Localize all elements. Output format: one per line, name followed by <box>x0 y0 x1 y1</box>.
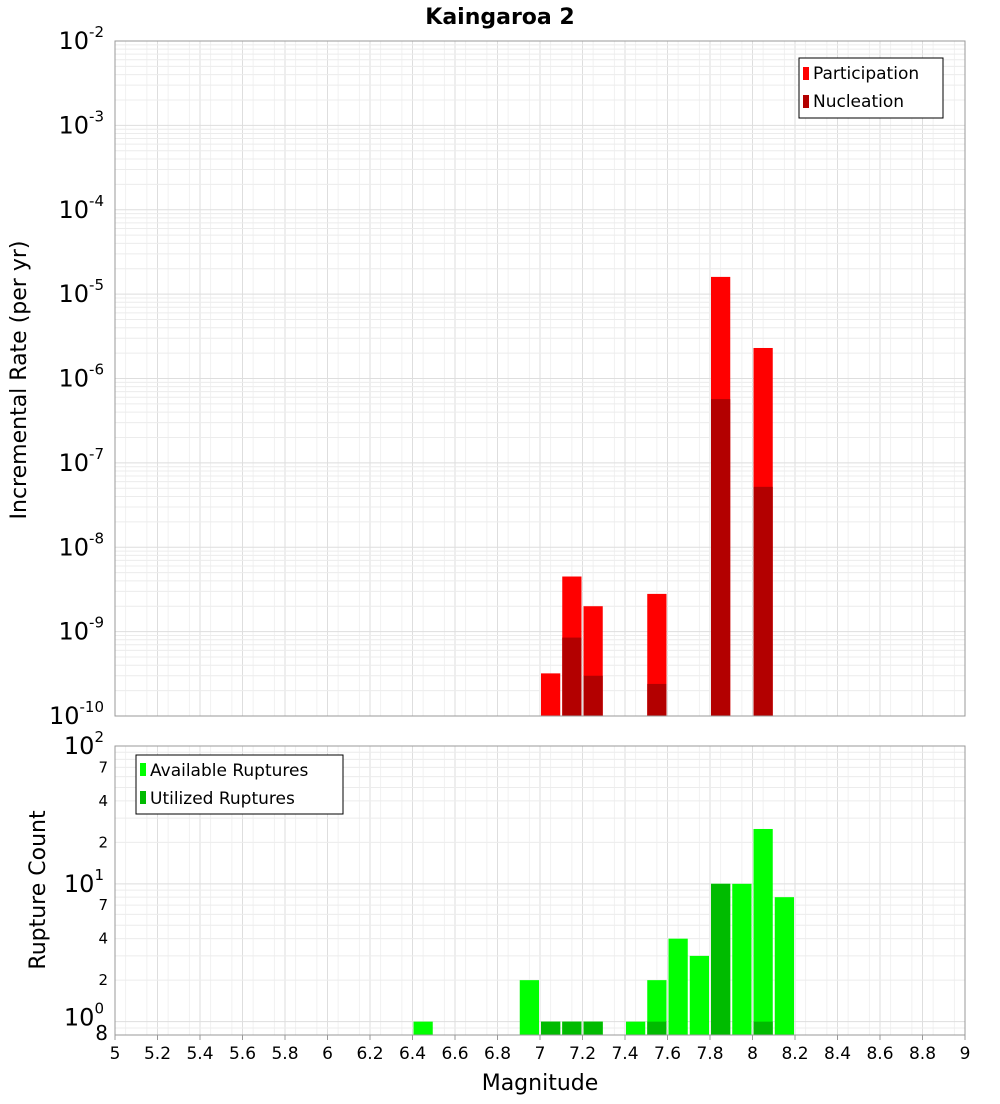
x-tick-label: 8.8 <box>909 1044 936 1064</box>
top-bar-nucleation <box>562 637 582 716</box>
x-tick-label: 5 <box>110 1044 121 1064</box>
top-y-tick-label: 10-10 <box>49 698 104 730</box>
x-tick-label: 6 <box>322 1044 333 1064</box>
x-axis-label: Magnitude <box>482 1071 599 1096</box>
top-plot: 10-10 10-9 10-8 10-7 10-6 10-5 10-4 10-3 10-2 In… <box>7 23 966 730</box>
top-y-axis-label: Incremental Rate (per yr) <box>7 241 32 520</box>
bottom-bar-available-ruptures <box>626 1021 646 1035</box>
x-tick-label: 8 <box>747 1044 758 1064</box>
bottom-bar-available-ruptures <box>732 883 752 1035</box>
x-tick-label: 7.8 <box>696 1044 723 1064</box>
x-tick-label: 6.8 <box>484 1044 511 1064</box>
bottom-legend-box <box>135 754 344 815</box>
bottom-y-minor-tick-label: 7 <box>98 896 108 914</box>
legend-swatch-participation <box>803 67 809 80</box>
bottom-bar-available-ruptures <box>689 955 709 1035</box>
top-y-tick-label: 10-6 <box>58 361 104 393</box>
bottom-bar-available-ruptures <box>413 1021 433 1035</box>
top-legend-box <box>798 57 944 119</box>
chart-title: Kaingaroa 2 <box>425 5 574 30</box>
legend-swatch-utilized-ruptures <box>140 791 146 804</box>
bottom-plot: 100 101 102 8 2 4 7 2 4 7 5 5.2 5.4 5.6 5.8 6 6.2 6.4 6.6… <box>26 728 970 1096</box>
x-tick-label: 5.4 <box>186 1044 213 1064</box>
bottom-y-ticks: 100 101 102 8 2 4 7 2 4 7 <box>64 728 108 1045</box>
x-tick-label: 8.6 <box>866 1044 893 1064</box>
bottom-bar-available-ruptures <box>774 897 794 1035</box>
x-tick-label: 9 <box>960 1044 971 1064</box>
x-tick-label: 7.2 <box>569 1044 596 1064</box>
bottom-bar-utilized-ruptures <box>753 1021 773 1035</box>
legend-swatch-nucleation <box>803 95 809 108</box>
bottom-bar-utilized-ruptures <box>647 1021 667 1035</box>
top-y-tick-label: 10-4 <box>58 192 104 224</box>
bottom-y-minor-tick-label: 2 <box>98 833 108 851</box>
bottom-y-tick-label: 100 <box>64 1000 104 1032</box>
top-plot-border <box>114 40 966 717</box>
bottom-y-tick-label: 102 <box>64 728 104 760</box>
bottom-y-minor-tick-label: 7 <box>98 758 108 776</box>
legend-label-participation: Participation <box>813 64 919 84</box>
bottom-bar-utilized-ruptures <box>562 1021 582 1035</box>
bottom-y-minor-tick-label: 4 <box>98 930 108 948</box>
top-grid <box>114 40 966 717</box>
bottom-bar-available-ruptures <box>519 980 539 1035</box>
top-y-tick-label: 10-8 <box>58 529 104 561</box>
top-bar-nucleation <box>753 486 773 716</box>
bottom-bar-utilized-ruptures <box>711 883 731 1035</box>
bottom-bar-available-ruptures <box>647 980 667 1035</box>
top-y-tick-label: 10-7 <box>58 445 104 477</box>
legend-label-nucleation: Nucleation <box>813 92 904 112</box>
bottom-legend: Available Ruptures Utilized Ruptures <box>135 754 344 815</box>
bottom-y-minor-tick-label: 4 <box>98 792 108 810</box>
x-tick-label: 8.2 <box>781 1044 808 1064</box>
top-y-tick-label: 10-3 <box>58 107 104 139</box>
x-tick-label: 6.2 <box>356 1044 383 1064</box>
top-y-ticks: 10-10 10-9 10-8 10-7 10-6 10-5 10-4 10-3 10-2 <box>49 23 104 730</box>
x-tick-label: 5.8 <box>271 1044 298 1064</box>
x-tick-label: 7.4 <box>611 1044 638 1064</box>
bottom-bar-available-ruptures <box>668 938 688 1035</box>
top-bar-participation <box>541 673 561 716</box>
top-bar-nucleation <box>647 683 667 716</box>
bottom-bar-available-ruptures <box>753 828 773 1035</box>
top-bars <box>541 276 773 716</box>
bottom-y-axis-label: Rupture Count <box>26 810 51 970</box>
bottom-y-tick-label: 101 <box>64 866 104 898</box>
bottom-y-minor-tick-label: 8 <box>95 1021 108 1045</box>
x-tick-label: 7.6 <box>654 1044 681 1064</box>
top-legend: Participation Nucleation <box>798 57 944 119</box>
legend-label-utilized-ruptures: Utilized Ruptures <box>150 789 295 809</box>
top-y-tick-label: 10-2 <box>58 23 104 55</box>
top-y-tick-label: 10-5 <box>58 276 104 308</box>
x-tick-label: 5.2 <box>144 1044 171 1064</box>
bottom-bar-utilized-ruptures <box>583 1021 603 1035</box>
legend-swatch-available-ruptures <box>140 763 146 776</box>
top-bar-nucleation <box>711 399 731 716</box>
x-tick-label: 6.6 <box>441 1044 468 1064</box>
top-bar-nucleation <box>583 675 603 716</box>
x-tick-label: 5.6 <box>229 1044 256 1064</box>
bottom-bars <box>413 828 794 1035</box>
x-tick-label: 8.4 <box>824 1044 851 1064</box>
x-tick-label: 6.4 <box>399 1044 426 1064</box>
bottom-y-minor-tick-label: 2 <box>98 971 108 989</box>
bottom-bar-utilized-ruptures <box>541 1021 561 1035</box>
legend-label-available-ruptures: Available Ruptures <box>150 761 308 781</box>
x-ticks: 5 5.2 5.4 5.6 5.8 6 6.2 6.4 6.6 6.8 7 7.2 7.4 7.6 7.8 8… <box>110 1035 971 1064</box>
top-y-tick-label: 10-9 <box>58 614 104 646</box>
x-tick-label: 7 <box>535 1044 546 1064</box>
